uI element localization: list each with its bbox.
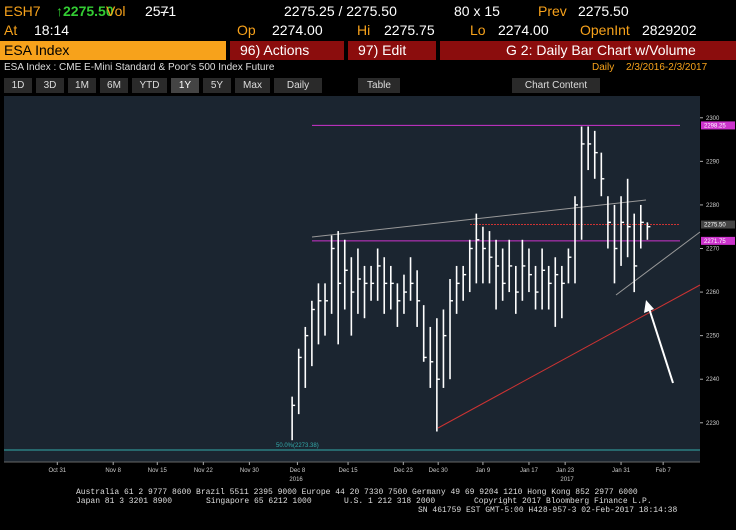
- x-tick-label: Jan 9: [476, 468, 491, 474]
- y-tick-label: 2250: [706, 334, 720, 340]
- trend-line-lower: [615, 231, 701, 296]
- description: ESA Index : CME E-Mini Standard & Poor's…: [4, 62, 275, 73]
- x-tick-label: Nov 22: [194, 468, 214, 474]
- range-button[interactable]: 5Y: [203, 78, 231, 93]
- range-button[interactable]: 3D: [36, 78, 64, 93]
- range-button[interactable]: 1D: [4, 78, 32, 93]
- y-tick-label: 2230: [706, 421, 720, 427]
- oi-label: OpenInt: [580, 22, 630, 38]
- x-tick-label: Nov 30: [240, 468, 260, 474]
- x-tick-label: Dec 8: [290, 468, 306, 474]
- x-tick-label: Dec 30: [429, 468, 449, 474]
- range-button[interactable]: 1M: [68, 78, 96, 93]
- hi-label: Hi: [357, 22, 371, 38]
- time: 18:14: [34, 22, 70, 38]
- x-tick-label: Dec 23: [394, 468, 414, 474]
- date-range: 2/3/2016-2/3/2017: [626, 62, 708, 73]
- table-button[interactable]: Table: [358, 78, 400, 93]
- range-button[interactable]: Max: [235, 78, 270, 93]
- y-tick-label: 2300: [706, 116, 720, 122]
- footer-text: Japan 81 3 3201 8900: [76, 497, 173, 506]
- arrow-shaft: [647, 304, 674, 384]
- actions-menu[interactable]: 96) Actions: [230, 41, 344, 60]
- arrow-head: [644, 300, 654, 313]
- at-label: At: [4, 22, 18, 38]
- footer-text: U.S. 1 212 318 2000: [344, 497, 436, 506]
- y-tick-label: 2260: [706, 290, 720, 296]
- prev: 2275.50: [578, 3, 629, 19]
- level-label: 2275.50: [704, 223, 726, 229]
- level-tag: [701, 236, 735, 245]
- retracement-label: 50.0%(2273.38): [276, 443, 319, 449]
- range-button[interactable]: 6M: [100, 78, 128, 93]
- x-tick-label: Jan 31: [612, 468, 631, 474]
- footer-text: Singapore 65 6212 1000: [206, 497, 312, 506]
- hi: 2275.75: [384, 22, 435, 38]
- footer-text: Copyright 2017 Bloomberg Finance L.P.: [474, 497, 652, 506]
- year-label: 2017: [560, 477, 574, 483]
- x-tick-label: Dec 15: [339, 468, 359, 474]
- x-tick-label: Oct 31: [48, 468, 66, 474]
- vol-label: Vol: [106, 3, 126, 19]
- lo-label: Lo: [470, 22, 486, 38]
- last: ↑2275.50: [56, 3, 114, 19]
- size: 80 x 15: [454, 3, 500, 19]
- op-label: Op: [237, 22, 256, 38]
- x-tick-label: Nov 15: [148, 468, 168, 474]
- lo: 2274.00: [498, 22, 549, 38]
- level-tag: [701, 121, 735, 130]
- footer-text: Australia 61 2 9777 8600 Brazil 5511 239…: [76, 488, 638, 497]
- op: 2274.00: [272, 22, 323, 38]
- content-button[interactable]: Chart Content: [512, 78, 600, 93]
- range-button[interactable]: 1Y: [171, 78, 199, 93]
- range-button[interactable]: YTD: [132, 78, 167, 93]
- frequency-button[interactable]: Daily: [274, 78, 322, 93]
- x-tick-label: Jan 17: [520, 468, 539, 474]
- y-tick-label: 2290: [706, 159, 720, 165]
- change: --: [160, 3, 170, 19]
- x-tick-label: Nov 8: [105, 468, 121, 474]
- oi: 2829202: [642, 22, 697, 38]
- page-title: G 2: Daily Bar Chart w/Volume: [440, 41, 736, 60]
- period: Daily: [592, 62, 615, 73]
- trend-line-resistance: [311, 199, 647, 238]
- level-label: 2298.25: [704, 123, 726, 129]
- chart: 50.0%(2273.38) 2230 2240 2250 2260 2270 2280 2…: [4, 96, 735, 483]
- edit-menu[interactable]: 97) Edit: [348, 41, 436, 60]
- prev-label: Prev: [538, 3, 567, 19]
- vol: 2571: [145, 3, 177, 19]
- trend-line-support: [437, 284, 701, 429]
- year-label: 2016: [289, 477, 303, 483]
- level-tag: [701, 220, 735, 229]
- y-tick-label: 2280: [706, 203, 720, 209]
- security-box[interactable]: ESA Index: [0, 41, 226, 60]
- y-tick-label: 2240: [706, 377, 720, 383]
- footer-text: SN 461759 EST GMT-5:00 H428-957-3 02-Feb…: [418, 506, 678, 515]
- ticker: ESH7: [4, 3, 41, 19]
- level-label: 2271.75: [704, 239, 726, 245]
- bid-ask: 2275.25 / 2275.50: [284, 3, 397, 19]
- x-tick-label: Feb 7: [655, 468, 671, 474]
- y-tick-label: 2270: [706, 247, 720, 253]
- x-tick-label: Jan 23: [556, 468, 575, 474]
